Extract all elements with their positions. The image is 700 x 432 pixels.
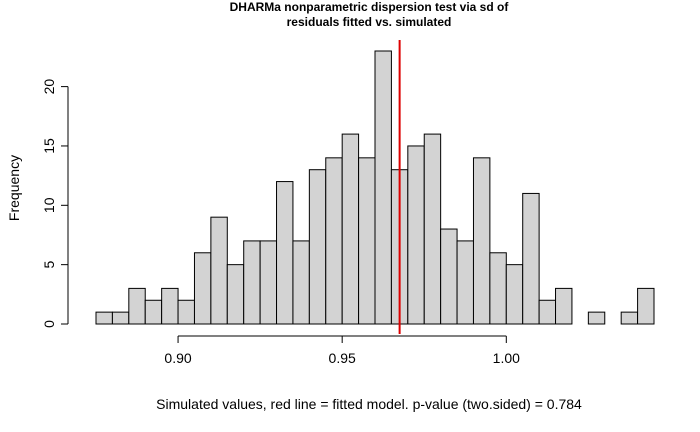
histogram-bar: [440, 228, 458, 325]
y-axis-label: Frequency: [6, 155, 22, 221]
histogram-bar: [374, 50, 392, 325]
histogram-bar: [489, 252, 507, 325]
histogram-bar: [95, 311, 113, 325]
histogram-bar: [308, 169, 327, 325]
x-tick-label: 0.90: [164, 350, 191, 366]
y-tick-label: 5: [41, 261, 57, 269]
histogram-bar: [587, 311, 606, 325]
histogram-bar: [128, 287, 146, 325]
histogram-bar: [259, 240, 278, 325]
histogram-bar: [555, 287, 573, 325]
histogram-bar: [538, 299, 557, 325]
histogram-bar: [161, 287, 179, 325]
y-tick-label: 20: [41, 79, 57, 95]
histogram-bar: [243, 240, 261, 325]
y-axis: 0 5 10 15 20: [41, 79, 69, 328]
histogram-bar: [423, 133, 442, 325]
histogram-bar: [637, 287, 655, 325]
chart-title-line2: residuals fitted vs. simulated: [287, 15, 452, 29]
histogram-bar: [177, 299, 195, 325]
histogram-bars: [95, 50, 655, 325]
histogram-bar: [407, 145, 425, 325]
histogram-bar: [325, 157, 343, 325]
x-axis: 0.90 0.95 1.00: [164, 335, 520, 366]
histogram-bar: [620, 311, 639, 325]
y-tick-label: 0: [41, 320, 57, 328]
x-tick-label: 0.95: [329, 350, 356, 366]
histogram-bar: [226, 264, 245, 325]
histogram-bar: [522, 192, 540, 325]
y-tick-label: 10: [41, 197, 57, 213]
histogram-bar: [292, 240, 310, 325]
x-axis-label: Simulated values, red line = fitted mode…: [156, 396, 582, 412]
histogram-bar: [193, 252, 212, 325]
histogram-bar: [111, 311, 130, 325]
histogram-bar: [456, 240, 474, 325]
histogram-bar: [472, 157, 491, 325]
histogram-bar: [505, 264, 524, 325]
histogram-bar: [358, 157, 376, 325]
histogram-bar: [341, 133, 360, 325]
histogram-bar: [144, 299, 163, 325]
histogram-bar: [210, 216, 228, 325]
x-tick-label: 1.00: [493, 350, 520, 366]
y-tick-label: 15: [41, 138, 57, 154]
chart-title-line1: DHARMa nonparametric dispersion test via…: [230, 0, 510, 14]
histogram-bar: [276, 181, 294, 325]
